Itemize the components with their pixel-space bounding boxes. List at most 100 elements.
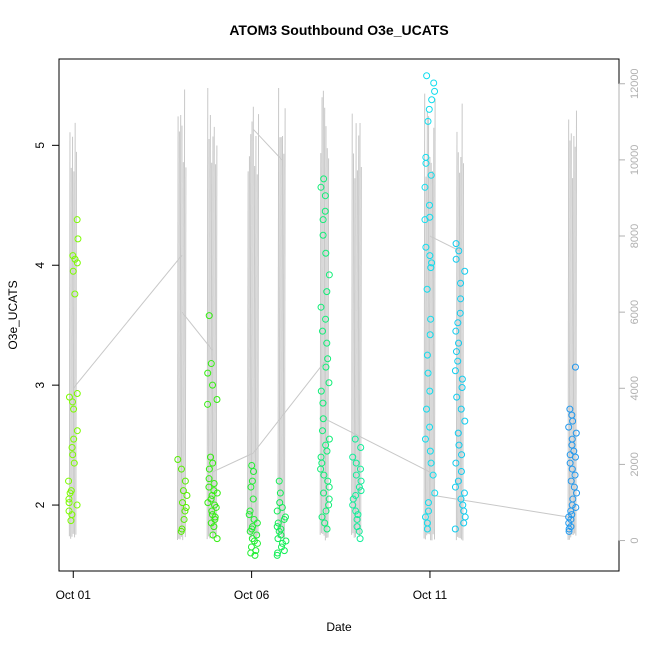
data-point: [319, 216, 327, 224]
altitude-trace: [284, 108, 286, 540]
altitude-trace: [432, 127, 435, 535]
data-point: [207, 453, 215, 461]
data-point: [177, 465, 185, 473]
data-point: [573, 489, 581, 497]
data-point: [70, 405, 78, 413]
data-point: [319, 399, 327, 407]
data-point: [205, 465, 213, 473]
data-point: [426, 447, 434, 455]
data-point: [210, 487, 218, 495]
data-point: [424, 499, 432, 507]
altitude-trace: [457, 152, 459, 537]
data-point: [213, 396, 221, 404]
data-point: [454, 477, 462, 485]
data-point: [209, 531, 217, 539]
altitude-trace: [253, 165, 256, 539]
altitude-trace: [571, 178, 574, 535]
altitude-trace: [358, 123, 361, 537]
data-point: [273, 523, 281, 531]
data-point: [71, 255, 79, 263]
altitude-trace: [357, 135, 360, 534]
data-point: [317, 387, 325, 395]
data-point: [179, 499, 187, 507]
altitude-trace: [252, 106, 254, 536]
data-point: [70, 459, 78, 467]
data-point: [249, 523, 257, 531]
altitude-trace: [177, 116, 179, 540]
altitude-trace: [281, 136, 284, 538]
data-point: [205, 475, 213, 483]
altitude-trace: [213, 126, 215, 539]
data-point: [67, 487, 75, 495]
altitude-trace: [462, 163, 464, 541]
data-point: [567, 515, 575, 523]
data-point: [323, 339, 331, 347]
altitude-trace: [183, 89, 186, 534]
data-point: [566, 459, 574, 467]
data-point: [208, 507, 216, 515]
altitude-trace: [280, 137, 282, 535]
data-point: [70, 435, 78, 443]
data-point: [353, 515, 361, 523]
data-point: [178, 525, 186, 533]
data-point: [455, 339, 463, 347]
data-point: [454, 319, 462, 327]
altitude-trace: [247, 171, 249, 534]
data-point: [246, 507, 254, 515]
altitude-trace: [319, 153, 322, 535]
data-point: [317, 303, 325, 311]
y-right-tick-label: 2000: [629, 452, 641, 476]
data-point: [455, 247, 463, 255]
data-point: [322, 441, 330, 449]
data-point: [282, 537, 290, 545]
data-point: [429, 471, 437, 479]
data-point: [357, 443, 365, 451]
data-point: [73, 259, 81, 267]
data-point: [352, 507, 360, 515]
data-point: [249, 495, 257, 503]
data-point: [319, 231, 327, 239]
data-point: [456, 309, 464, 317]
data-point: [273, 551, 281, 559]
altitude-trace: [356, 170, 358, 534]
data-point: [322, 507, 330, 515]
data-point: [426, 331, 434, 339]
data-point: [322, 249, 330, 257]
altitude-trace: [257, 114, 260, 536]
data-point: [205, 483, 213, 491]
altitude-trace: [74, 122, 76, 538]
data-point: [207, 495, 215, 503]
data-point: [349, 495, 357, 503]
data-point: [421, 435, 429, 443]
data-point: [452, 348, 460, 356]
data-point: [321, 519, 329, 527]
data-point: [451, 483, 459, 491]
altitude-trace: [459, 156, 462, 539]
data-point: [319, 415, 327, 423]
altitude-trace: [214, 164, 217, 535]
data-point: [458, 384, 466, 392]
y-right-tick-label: 0: [629, 537, 641, 543]
data-point: [422, 243, 430, 251]
data-point: [248, 477, 256, 485]
data-point: [281, 513, 289, 521]
data-point: [428, 259, 436, 267]
data-point: [182, 503, 190, 511]
data-point: [572, 429, 580, 437]
altitude-trace: [256, 174, 258, 538]
data-point: [323, 525, 331, 533]
data-point: [68, 398, 76, 406]
altitude-trace: [72, 171, 75, 534]
data-point: [211, 501, 219, 509]
data-point: [423, 519, 431, 527]
altitude-trace: [70, 167, 72, 539]
data-point: [183, 491, 191, 499]
data-point: [318, 513, 326, 521]
data-point: [349, 453, 357, 461]
y-right-tick-label: 10000: [629, 145, 641, 176]
data-point: [421, 513, 429, 521]
data-point: [71, 290, 79, 298]
altitude-trace: [215, 145, 218, 538]
